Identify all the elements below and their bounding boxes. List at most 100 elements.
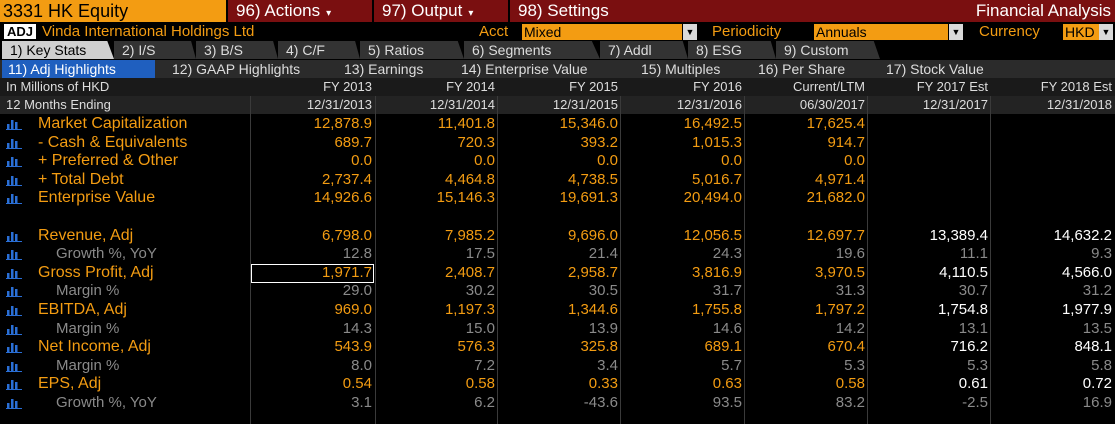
cell-value[interactable]: 15.0	[465, 319, 495, 337]
cell-value[interactable]: 4,110.5	[939, 263, 988, 281]
cell-value[interactable]: 12,878.9	[313, 115, 372, 132]
cell-value[interactable]: 11,401.8	[437, 115, 495, 132]
cell-value[interactable]: 30.2	[465, 282, 495, 300]
cell-value[interactable]: 0.33	[588, 375, 618, 393]
cell-value[interactable]: 0.63	[712, 375, 742, 393]
table-row[interactable]: Revenue, Adj 6,798.0 7,985.2 9,696.0 12,056.…	[0, 227, 1115, 246]
cell-value[interactable]: 1,797.2	[814, 301, 865, 318]
cell-value[interactable]: 4,738.5	[567, 170, 618, 188]
acct-dropdown[interactable]: Mixed	[522, 24, 682, 40]
chevron-down-icon[interactable]: ▼	[683, 24, 697, 40]
cell-value[interactable]: 12,056.5	[683, 226, 742, 244]
cell-value[interactable]: 31.2	[1082, 282, 1112, 300]
bar-chart-icon[interactable]	[6, 118, 22, 130]
bar-chart-icon[interactable]	[6, 341, 22, 354]
cell-value[interactable]: 14,926.6	[313, 189, 372, 207]
cell-value[interactable]: 5.7	[721, 356, 742, 374]
cell-value[interactable]: 1,344.6	[567, 301, 618, 318]
cell-value[interactable]: 969.0	[334, 301, 372, 318]
cell-value[interactable]: 14,632.2	[1053, 226, 1112, 244]
tab-income-statement[interactable]: 2) I/S	[114, 41, 196, 59]
cell-value[interactable]: 3.4	[597, 356, 618, 374]
table-row[interactable]: + Total Debt 2,737.4 4,464.8 4,738.5 5,016.7…	[0, 171, 1115, 190]
cell-value[interactable]: 29.0	[342, 282, 372, 300]
cell-value[interactable]: 0.72	[1082, 375, 1112, 393]
table-row[interactable]: Growth %, YoY 12.8 17.5 21.4 24.3 19.6 11.1 9.3	[0, 245, 1115, 264]
cell-value[interactable]: 13.1	[958, 319, 988, 337]
cell-value[interactable]: 21,682.0	[806, 189, 865, 207]
tab-segments[interactable]: 6) Segments	[464, 41, 600, 59]
cell-value[interactable]: 325.8	[580, 338, 618, 356]
subtab-stock-value[interactable]: 17) Stock Value	[886, 61, 984, 77]
cell-value[interactable]: 670.4	[827, 338, 865, 356]
cell-value[interactable]: 1,754.8	[937, 301, 988, 318]
tab-key-stats[interactable]: 1) Key Stats	[2, 41, 114, 59]
settings-menu[interactable]: 98) Settings	[508, 0, 642, 22]
cell-value[interactable]: 30.7	[958, 282, 988, 300]
bar-chart-icon[interactable]	[6, 137, 22, 149]
cell-value[interactable]: 393.2	[580, 133, 618, 151]
actions-menu[interactable]: 96) Actions ▾	[226, 0, 372, 22]
cell-value[interactable]: 8.0	[351, 356, 372, 374]
cell-value[interactable]: 2,737.4	[321, 170, 372, 188]
cell-value[interactable]: 15,346.0	[559, 115, 618, 132]
cell-value[interactable]: 4,464.8	[444, 170, 495, 188]
bar-chart-icon[interactable]	[6, 378, 22, 391]
cell-value[interactable]: 3.1	[351, 394, 372, 411]
tab-balance-sheet[interactable]: 3) B/S	[196, 41, 278, 59]
cell-value[interactable]: 19.6	[835, 245, 865, 263]
cell-value[interactable]: 14.3	[342, 319, 372, 337]
tab-custom[interactable]: 9) Custom	[776, 41, 880, 59]
cell-value[interactable]: 17,625.4	[806, 115, 865, 132]
cell-value[interactable]: -43.6	[583, 394, 618, 411]
bar-chart-icon[interactable]	[6, 192, 22, 205]
cell-value[interactable]: 848.1	[1074, 338, 1112, 356]
cell-value[interactable]: 14.2	[835, 319, 865, 337]
cell-value[interactable]: 4,971.4	[814, 170, 865, 188]
cell-value[interactable]: 6.2	[474, 394, 495, 411]
cell-value[interactable]: 720.3	[457, 133, 495, 151]
cell-value[interactable]: 4,566.0	[1061, 263, 1112, 281]
subtab-gaap-highlights[interactable]: 12) GAAP Highlights	[172, 61, 301, 77]
currency-dropdown[interactable]: HKD	[1063, 24, 1099, 40]
table-row[interactable]: Margin % 29.0 30.2 30.5 31.7 31.3 30.7 31.2	[0, 282, 1115, 301]
tab-addl[interactable]: 7) Addl	[600, 41, 688, 59]
table-row[interactable]: EBITDA, Adj 969.0 1,197.3 1,344.6 1,755.8 1,7…	[0, 301, 1115, 320]
cell-value[interactable]: 7,985.2	[444, 226, 495, 244]
cell-value[interactable]: 9.3	[1091, 245, 1112, 263]
cell-value[interactable]: 0.0	[844, 152, 865, 170]
table-row[interactable]: Growth %, YoY 3.1 6.2 -43.6 93.5 83.2 -2.5 16.9	[0, 394, 1115, 413]
subtab-per-share[interactable]: 16) Per Share	[758, 61, 846, 77]
cell-value[interactable]: 0.0	[474, 152, 495, 170]
cell-value[interactable]: 16,492.5	[683, 115, 742, 132]
bar-chart-icon[interactable]	[6, 267, 22, 279]
cell-value[interactable]: 5.3	[844, 356, 865, 374]
cell-value[interactable]: 19,691.3	[559, 189, 618, 207]
cell-value[interactable]: 2,958.7	[567, 263, 618, 281]
cell-value[interactable]: 0.0	[597, 152, 618, 170]
cell-value[interactable]: 0.0	[721, 152, 742, 170]
subtab-earnings[interactable]: 13) Earnings	[344, 61, 424, 77]
bar-chart-icon[interactable]	[6, 360, 22, 372]
table-row[interactable]: Gross Profit, Adj 1,971.7 2,408.7 2,958.7 3,…	[0, 264, 1115, 283]
bar-chart-icon[interactable]	[6, 248, 22, 261]
cell-value[interactable]: 6,798.0	[321, 226, 372, 244]
cell-value[interactable]: 83.2	[835, 394, 865, 411]
cell-value[interactable]: 1,197.3	[444, 301, 495, 318]
cell-value[interactable]: 9,696.0	[567, 226, 618, 244]
table-row[interactable]: - Cash & Equivalents 689.7 720.3 393.2 1,015…	[0, 134, 1115, 153]
bar-chart-icon[interactable]	[6, 304, 22, 316]
subtab-enterprise-value[interactable]: 14) Enterprise Value	[461, 61, 588, 77]
cell-value[interactable]: 7.2	[474, 356, 495, 374]
cell-value[interactable]: 24.3	[712, 245, 742, 263]
table-row[interactable]: Enterprise Value 14,926.6 15,146.3 19,691.3…	[0, 189, 1115, 208]
ticker-field[interactable]: 3331 HK Equity	[0, 0, 226, 22]
cell-value[interactable]: 914.7	[827, 133, 865, 151]
cell-value[interactable]: 5.3	[967, 356, 988, 374]
cell-value[interactable]: -2.5	[962, 394, 988, 411]
cell-value[interactable]: 716.2	[950, 338, 988, 356]
cell-value[interactable]: 0.0	[351, 152, 372, 170]
table-row[interactable]: EPS, Adj 0.54 0.58 0.33 0.63 0.58 0.61 0.72	[0, 375, 1115, 394]
subtab-multiples[interactable]: 15) Multiples	[641, 61, 721, 77]
cell-value[interactable]: 1,977.9	[1061, 301, 1112, 318]
